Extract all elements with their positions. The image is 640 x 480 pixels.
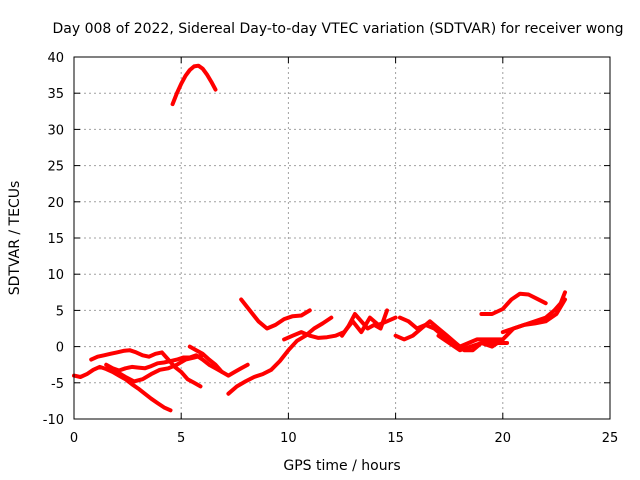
x-axis-label: GPS time / hours [283,458,400,474]
y-axis-label: SDTVAR / TECUs [7,181,23,296]
data-series-track-1 [170,63,218,107]
data-series-track-15 [500,290,567,335]
y-tick-label: -5 [51,377,64,392]
y-tick-label: 30 [47,123,64,138]
x-tick-label: 0 [70,431,78,446]
data-series-track-6 [187,344,250,378]
data-series-track-3 [89,348,203,389]
y-tick-label: 10 [47,268,64,283]
x-tick-label: 15 [387,431,404,446]
y-tick-label: 0 [56,341,64,356]
data-series-track-14 [479,291,548,316]
y-tick-label: 5 [56,304,64,319]
data-series-track-7 [226,315,334,396]
data-series-track-2 [72,364,173,413]
y-tick-label: 15 [47,232,64,247]
tick-layer: 0 5 10 15 20 25 -10 -5 0 5 10 15 20 25 30 35 40 [43,51,619,446]
data-series-track-4 [104,353,224,374]
y-tick-label: 35 [47,87,64,102]
y-tick-label: 20 [47,196,64,211]
data-series-track-5 [114,353,205,384]
data-series-track-10 [340,308,389,338]
grid-layer [74,57,610,419]
x-tick-label: 25 [602,431,619,446]
data-series-track-9 [282,315,398,342]
chart-title: Day 008 of 2022, Sidereal Day-to-day VTE… [53,21,624,37]
data-series-track-8 [239,297,312,331]
data-series-track-13 [436,297,567,353]
data-series-track-11 [393,319,510,353]
x-tick-label: 10 [280,431,297,446]
x-tick-label: 20 [495,431,512,446]
y-tick-label: -10 [43,413,64,428]
x-tick-label: 5 [177,431,185,446]
series-layer [72,63,567,413]
y-tick-label: 40 [47,51,64,66]
y-tick-label: 25 [47,160,64,175]
